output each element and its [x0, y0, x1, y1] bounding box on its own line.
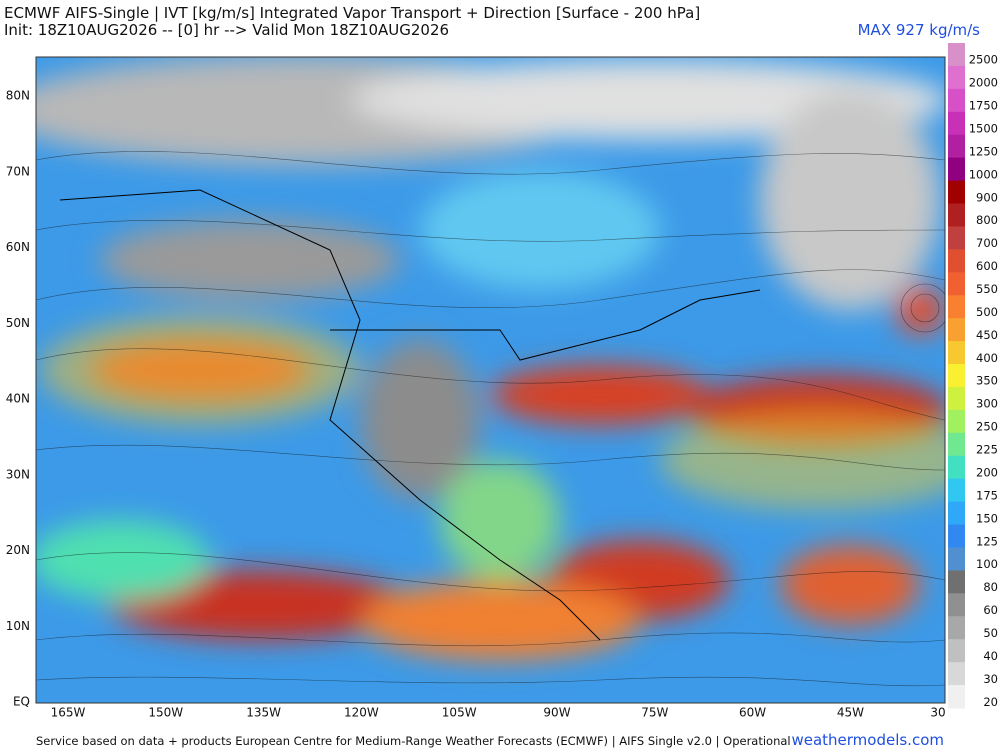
- colorbar-label: 200: [976, 465, 998, 479]
- colorbar-label: 40: [983, 649, 998, 663]
- colorbar-swatch: [948, 524, 965, 548]
- map-field: [36, 57, 945, 703]
- colorbar-swatch: [948, 226, 965, 250]
- lat-label: 40N: [6, 392, 30, 406]
- colorbar-swatch: [948, 616, 965, 640]
- title: ECMWF AIFS-Single | IVT [kg/m/s] Integra…: [4, 4, 701, 22]
- colorbar-swatch: [948, 65, 965, 90]
- colorbar-label: 1000: [969, 167, 998, 181]
- colorbar-swatch: [948, 272, 965, 296]
- credit: Service based on data + products Europea…: [36, 734, 791, 748]
- lat-label: 10N: [6, 619, 30, 633]
- colorbar-swatch: [948, 180, 965, 205]
- colorbar-swatch: [948, 501, 965, 526]
- colorbar-label: 500: [976, 305, 998, 319]
- colorbar-label: 600: [976, 259, 998, 273]
- colorbar-label: 1250: [969, 144, 998, 158]
- colorbar-swatch: [948, 341, 965, 365]
- colorbar-label: 60: [983, 603, 998, 617]
- lat-label: 70N: [6, 164, 30, 178]
- lat-label: 20N: [6, 543, 30, 557]
- colorbar-swatch: [948, 157, 965, 182]
- colorbar-swatch: [948, 249, 965, 273]
- subtitle: Init: 18Z10AUG2026 -- [0] hr --> Valid M…: [4, 21, 450, 39]
- lon-label: 30: [930, 706, 945, 720]
- max-value: MAX 927 kg/m/s: [857, 21, 980, 39]
- colorbar-swatch: [948, 478, 965, 503]
- lon-label: 90W: [543, 706, 570, 720]
- colorbar-swatch: [948, 639, 965, 663]
- colorbar-swatch: [948, 409, 965, 434]
- colorbar-label: 450: [976, 328, 998, 342]
- colorbar-swatch: [948, 203, 965, 227]
- colorbar-label: 150: [976, 511, 998, 525]
- lon-label: 165W: [51, 706, 86, 720]
- colorbar-label: 80: [983, 580, 998, 594]
- colorbar-swatch: [948, 318, 965, 342]
- site-link[interactable]: weathermodels.com: [791, 731, 944, 749]
- colorbar-label: 800: [976, 213, 998, 227]
- colorbar-label: 2500: [969, 53, 998, 67]
- lat-label: 80N: [6, 89, 30, 103]
- colorbar-swatch: [948, 547, 965, 571]
- lon-label: 105W: [442, 706, 477, 720]
- colorbar-label: 50: [983, 626, 998, 640]
- colorbar-label: 30: [983, 672, 998, 686]
- colorbar-label: 225: [976, 443, 998, 457]
- colorbar-swatch: [948, 662, 965, 686]
- lon-label: 75W: [641, 706, 668, 720]
- colorbar-label: 550: [976, 282, 998, 296]
- colorbar-label: 2000: [969, 76, 998, 90]
- lon-label: 120W: [344, 706, 379, 720]
- colorbar-swatch: [948, 593, 965, 617]
- colorbar-label: 100: [976, 557, 998, 571]
- colorbar-label: 175: [976, 488, 998, 502]
- colorbar-label: 900: [976, 190, 998, 204]
- colorbar-label: 300: [976, 397, 998, 411]
- colorbar-swatch: [948, 43, 965, 67]
- lon-label: 135W: [246, 706, 281, 720]
- colorbar-swatch: [948, 364, 965, 388]
- lon-label: 150W: [148, 706, 183, 720]
- colorbar-swatch: [948, 386, 965, 411]
- lat-label: 60N: [6, 240, 30, 254]
- colorbar-swatch: [948, 134, 965, 159]
- colorbar-label: 20: [983, 695, 998, 709]
- colorbar-swatch: [948, 88, 965, 113]
- lat-label: 30N: [6, 467, 30, 481]
- lon-label: 45W: [837, 706, 864, 720]
- colorbar-swatch: [948, 455, 965, 480]
- colorbar-label: 700: [976, 236, 998, 250]
- colorbar-swatch: [948, 570, 965, 594]
- colorbar-swatch: [948, 685, 965, 709]
- colorbar-label: 125: [976, 534, 998, 548]
- colorbar-swatch: [948, 295, 965, 319]
- colorbar-label: 250: [976, 420, 998, 434]
- colorbar-label: 1500: [969, 121, 998, 135]
- lat-label: 50N: [6, 316, 30, 330]
- colorbar-label: 350: [976, 374, 998, 388]
- colorbar-swatch: [948, 432, 965, 457]
- colorbar-label: 1750: [969, 99, 998, 113]
- lon-label: 60W: [739, 706, 766, 720]
- colorbar-label: 400: [976, 351, 998, 365]
- colorbar-swatch: [948, 111, 965, 136]
- lat-label: EQ: [13, 695, 30, 709]
